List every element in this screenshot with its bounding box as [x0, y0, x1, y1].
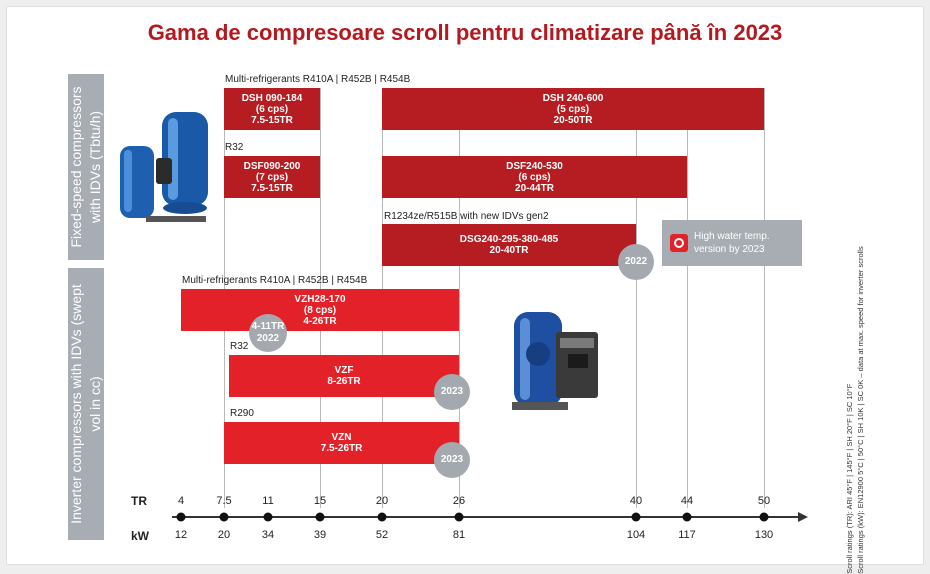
high-water-temp-note: High water temp. version by 2023: [662, 220, 802, 266]
bar-label: VZN: [331, 432, 352, 443]
axis-arrow-icon: [798, 512, 808, 522]
note-text: version by 2023: [694, 244, 765, 255]
gridline: [764, 88, 765, 508]
high-water-temp-icon: [670, 234, 688, 252]
tr-tick: 20: [375, 495, 389, 507]
bar-label: DSG240-295-380-485: [459, 234, 559, 245]
rating-note: Scroll ratings (TR): ARI 45°F | 145°F | …: [845, 383, 854, 574]
axis-line: [172, 516, 800, 518]
kw-tick: 12: [174, 529, 188, 541]
bar-label: (7 cps): [255, 171, 289, 183]
bar-dsf-large: DSF240-530 (6 cps) 20-44TR: [382, 156, 687, 198]
year-badge-vzh: 4-11TR 2022: [249, 314, 287, 352]
bar-label: 4-26TR: [303, 315, 337, 327]
tr-tick: 26: [452, 495, 466, 507]
kw-tick: 104: [626, 529, 646, 541]
bar-dsf-small: DSF090-200 (7 cps) 7.5-15TR: [224, 156, 320, 198]
group-label-r32-inverter: R32: [230, 341, 249, 352]
bar-dsh-large: DSH 240-600 (5 cps) 20-50TR: [382, 88, 764, 130]
axis-dot: [219, 512, 229, 522]
year-badge-vzf: 2023: [434, 374, 470, 410]
fixed-speed-panel: Fixed-speed compressors with IDVs (Tbtu/…: [68, 74, 104, 260]
tr-axis-label: TR: [131, 494, 147, 508]
bar-label: (5 cps): [556, 103, 590, 115]
tr-tick: 50: [757, 495, 771, 507]
year-badge-vzn: 2023: [434, 442, 470, 478]
bar-dsh-small: DSH 090-184 (6 cps) 7.5-15TR: [224, 88, 320, 130]
bar-label: DSH 240-600: [542, 92, 604, 104]
kw-tick: 52: [375, 529, 389, 541]
axis-dot: [176, 512, 186, 522]
axis-dot: [682, 512, 692, 522]
fixed-speed-label: Fixed-speed compressors with IDVs (Tbtu/…: [68, 86, 103, 248]
tr-tick: 11: [262, 495, 274, 507]
bar-vzf: VZF 8-26TR: [229, 355, 459, 397]
bar-label: (8 cps): [303, 304, 337, 316]
bar-vzh: VZH28-170 (8 cps) 4-26TR: [181, 289, 459, 331]
gridline: [636, 88, 637, 508]
bar-label: VZF: [334, 365, 354, 376]
kw-tick: 39: [313, 529, 327, 541]
bar-label: VZH28-170: [294, 293, 346, 305]
bar-label: 8-26TR: [327, 376, 361, 387]
inverter-compressor-image: [512, 312, 598, 410]
bar-label: 20-44TR: [515, 182, 554, 194]
inverter-label: Inverter compressors with IDVs (swept vo…: [68, 284, 103, 524]
group-label-multi-inverter: Multi-refrigerants R410A | R452B | R454B: [182, 275, 368, 286]
tr-tick: 15: [313, 495, 327, 507]
group-label-r32-fixed: R32: [225, 142, 244, 153]
bar-label: (6 cps): [518, 171, 551, 183]
bar-label: DSF240-530: [506, 160, 563, 172]
bar-label: DSH 090-184: [241, 92, 303, 104]
bar-label: 20-40TR: [489, 245, 529, 256]
tr-tick: 4: [177, 495, 185, 507]
rating-note: Scroll ratings (kW): EN12900 5°C | 50°C …: [856, 246, 865, 574]
bar-label: (6 cps): [255, 103, 289, 115]
badge-range: 4-11TR: [251, 321, 285, 332]
year-badge-dsg: 2022: [618, 244, 654, 280]
bar-dsg: DSG240-295-380-485 20-40TR: [382, 224, 636, 266]
axis-dot: [263, 512, 273, 522]
badge-year: 2022: [256, 333, 280, 344]
inverter-panel: Inverter compressors with IDVs (swept vo…: [68, 268, 104, 540]
tr-tick: 7.5: [216, 495, 232, 507]
page-title: Gama de compresoare scroll pentru climat…: [147, 20, 783, 45]
bar-label: DSF090-200: [243, 160, 301, 172]
axis-dot: [377, 512, 387, 522]
kw-tick: 34: [261, 529, 275, 541]
kw-axis-label: kW: [131, 529, 149, 543]
fixed-compressor-image: [120, 112, 208, 222]
axis-dot: [631, 512, 641, 522]
group-label-multi-fixed: Multi-refrigerants R410A | R452B | R454B: [225, 74, 411, 85]
axis-dot: [454, 512, 464, 522]
note-text: High water temp.: [694, 231, 770, 242]
gridline: [687, 88, 688, 508]
bar-label: 7.5-15TR: [251, 182, 293, 194]
kw-tick: 130: [754, 529, 774, 541]
bar-label: 7.5-15TR: [251, 114, 293, 126]
rating-notes: Scroll ratings (TR): ARI 45°F | 145°F | …: [835, 246, 875, 573]
bar-vzn: VZN 7.5-26TR: [224, 422, 459, 464]
group-label-r290: R290: [230, 408, 254, 419]
axis-dot: [315, 512, 325, 522]
gridline: [459, 88, 460, 508]
kw-tick: 117: [678, 529, 696, 541]
group-label-r1234: R1234ze/R515B with new IDVs gen2: [384, 211, 549, 222]
bar-label: 20-50TR: [553, 114, 593, 126]
tr-tick: 40: [629, 495, 643, 507]
bar-label: 7.5-26TR: [320, 443, 363, 454]
tr-tick: 44: [680, 495, 694, 507]
kw-tick: 81: [452, 529, 466, 541]
axis-dot: [759, 512, 769, 522]
kw-tick: 20: [217, 529, 231, 541]
